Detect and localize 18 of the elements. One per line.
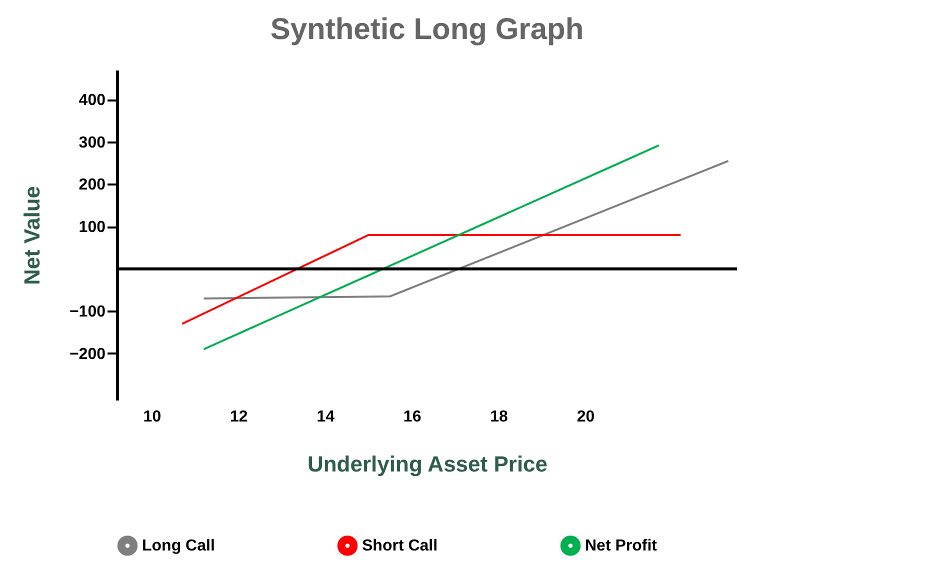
x-tick-label: 12 [230, 408, 248, 426]
x-tick-label: 14 [316, 408, 335, 426]
legend-label: Net Profit [585, 538, 658, 555]
legend-label: Long Call [142, 538, 215, 555]
y-axis-title: Net Value [19, 186, 44, 286]
y-tick-label: 100 [78, 219, 106, 236]
x-tick-label: 18 [490, 408, 508, 426]
x-tick-label: 10 [143, 408, 162, 426]
y-tick-label: 200 [78, 176, 106, 194]
y-tick-label: 400 [78, 92, 106, 110]
x-tick-label: 16 [403, 408, 422, 426]
chart-title: Synthetic Long Graph [270, 13, 584, 46]
y-tick-label: −100 [69, 304, 106, 321]
x-axis-title: Underlying Asset Price [307, 452, 548, 476]
legend-label: Short Call [362, 538, 438, 555]
x-tick-label: 20 [576, 408, 595, 426]
y-tick-label: 300 [78, 134, 106, 152]
y-tick-label: −200 [69, 346, 106, 363]
